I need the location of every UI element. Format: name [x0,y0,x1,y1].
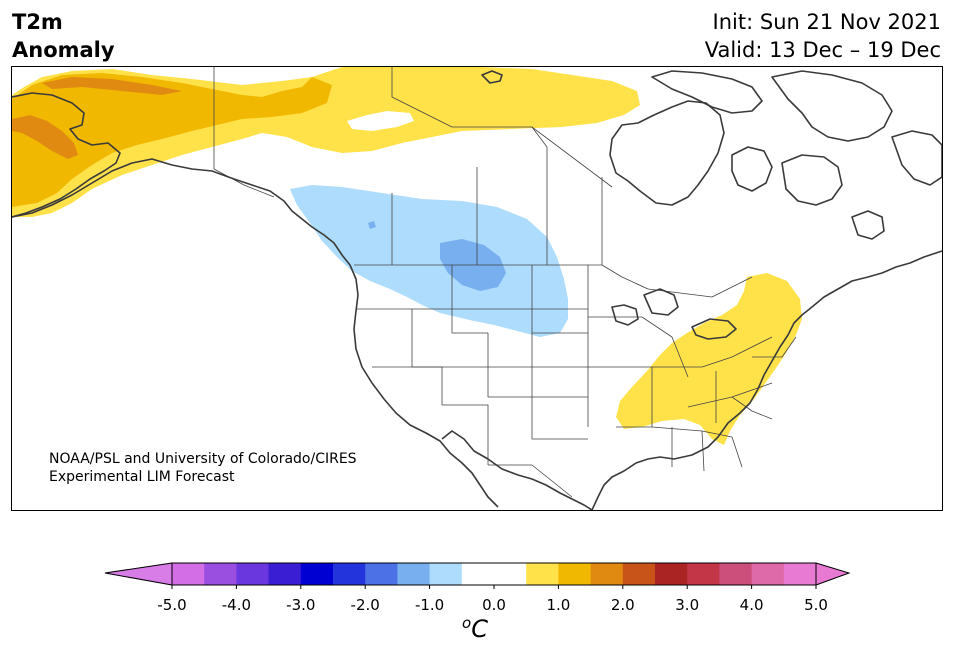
border-29 [731,436,743,468]
border-19 [442,404,489,465]
border-9 [647,276,753,298]
colorbar-bin-17 [719,563,753,585]
colorbar-bin-10 [494,563,527,585]
coastline-9 [771,70,893,142]
colorbar-bin-16 [687,563,720,585]
colorbar-tick-label: 3.0 [675,596,700,614]
coastline-12 [611,304,639,326]
colorbar-tick-label: -3.0 [286,596,316,614]
no-anomaly-hudson-area [347,111,414,131]
coastline-5 [731,146,773,192]
coastline-0 [12,92,121,218]
border-4 [391,67,548,265]
border-13 [487,333,588,398]
field-title: Anomaly [12,38,115,62]
colorbar-tick-label: 1.0 [546,596,571,614]
map-title: T2m Anomaly [12,8,115,64]
coastline-1 [12,158,499,508]
colorbar-over-arrow [815,562,851,586]
credit-line-1: NOAA/PSL and University of Colorado/CIRE… [49,451,357,467]
credit-line-2: Experimental LIM Forecast [49,469,235,485]
coastline-14 [691,318,737,340]
colorbar-tick-label: -5.0 [157,596,187,614]
coastline-13 [643,288,679,316]
colorbar-bin-8 [429,563,463,585]
coastline-2 [441,430,593,510]
border-28 [701,430,705,472]
border-22 [588,366,653,428]
border-21 [531,397,588,440]
colorbar-bin-9 [461,563,495,585]
colorbar-bin-5 [333,563,366,585]
coastline-3 [591,250,942,510]
border-31 [752,336,797,358]
colorbar-tick-label: -4.0 [221,596,252,614]
coastline-7 [851,210,885,240]
colorbar-bin-7 [397,563,431,585]
coastline-11 [481,70,503,84]
valid-range: Valid: 13 Dec – 19 Dec [704,38,941,62]
init-date: Init: Sun 21 Nov 2021 [712,10,941,34]
coastline-10 [891,130,942,186]
colorbar-units: oC [462,614,488,643]
border-11 [411,309,443,405]
warm-anomaly-arctic-islands [432,71,587,101]
colorbar-bin-0 [172,563,205,585]
coastlines [12,70,942,510]
border-3 [601,264,649,290]
colorbar-tick-label: 4.0 [739,596,764,614]
colorbar-tick-label: -2.0 [350,596,380,614]
colorbar-bin-11 [526,563,559,585]
border-20 [488,464,573,498]
forecast-credit: NOAA/PSL and University of Colorado/CIRE… [49,450,357,486]
colorbar-bin-13 [590,563,624,585]
warm-anomaly-alaska-peak [12,77,182,159]
colorbar-tick-label: 0.0 [482,596,506,614]
border-8 [531,126,613,188]
border-12 [451,265,488,334]
border-24 [652,336,773,368]
colorbar-bin-15 [655,563,688,585]
colorbar-tick-label: 5.0 [804,596,828,614]
colorbar-tick-label: 2.0 [610,596,635,614]
colorbar-bin-2 [236,563,270,585]
cold-anomaly-montana-dakotas-core [368,221,506,291]
north-america-map [12,67,942,510]
colorbar-bin-3 [268,563,302,585]
colorbar-bin-19 [783,563,817,585]
colorbar-tick-label: -1.0 [414,596,445,614]
variable-title: T2m [12,10,63,34]
coastline-6 [781,154,843,206]
border-32 [731,396,773,420]
colorbar-bin-12 [558,563,592,585]
coastline-8 [651,70,763,114]
border-1 [213,168,275,198]
colorbar-bin-1 [204,563,237,585]
coastline-4 [609,100,725,206]
colorbar-bin-14 [622,563,656,585]
map-panel [11,66,943,511]
colorbar-bin-18 [751,563,785,585]
warm-anomaly-eastern-us [616,273,802,445]
temperature-colorbar [104,562,851,589]
political-borders [213,67,797,498]
colorbar-bin-6 [365,563,398,585]
date-info: Init: Sun 21 Nov 2021 Valid: 13 Dec – 19… [705,8,941,64]
colorbar-bin-4 [300,563,334,585]
cold-anomaly-northern-rockies-plains [290,185,568,337]
colorbar-under-arrow [104,562,173,586]
warm-anomaly-alaska-core [12,73,332,207]
